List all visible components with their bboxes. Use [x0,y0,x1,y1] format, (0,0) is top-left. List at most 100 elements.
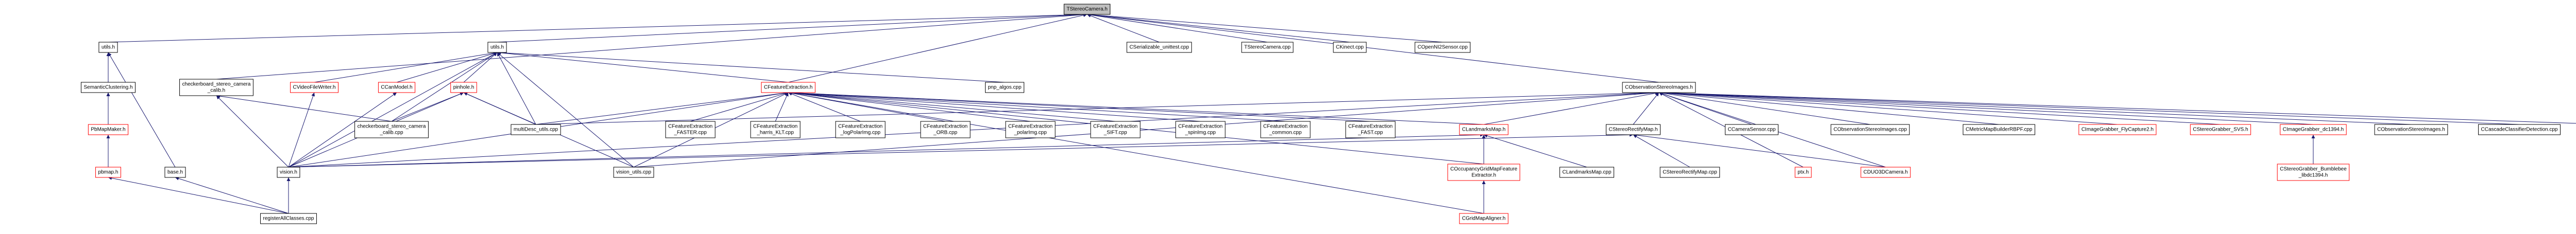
node-box [1260,121,1311,138]
node-label: CFeatureExtraction [923,124,968,130]
node[interactable]: checkerboard_stereo_camera_calib.h [179,79,253,96]
node-label: CMetricMapBuilderRBPF.cpp [1965,127,2032,133]
node[interactable]: CGridMapAligner.h [1459,213,1509,224]
node[interactable]: checkerboard_stereo_camera_calib.cpp [354,121,429,138]
node[interactable]: registerAllClasses.cpp [260,213,317,224]
node[interactable]: CStereoGrabber_Bumblebee_libdc1394.h [2277,164,2350,181]
node[interactable]: CObservationStereoImages.h [2374,124,2448,135]
node[interactable]: CFeatureExtraction_common.cpp [1260,121,1311,138]
node[interactable]: CLandmarksMap.h [1459,124,1509,135]
node[interactable]: CObservationStereoImages.cpp [1831,124,1910,135]
node-label: CFeatureExtraction [1093,124,1138,130]
node-label: CDUO3DCamera.h [1863,170,1908,175]
edge [288,92,315,168]
edge [1087,13,1268,43]
node[interactable]: SemanticClustering.h [80,82,136,93]
node[interactable]: TStereoCamera.cpp [1241,42,1294,53]
node[interactable]: pnp_algos.cpp [985,82,1025,93]
edge [1658,91,2118,125]
node[interactable]: vision_utils.cpp [613,167,654,178]
node-box [1090,121,1141,138]
node-label: _polarImg.cpp [1013,130,1047,136]
node-label: TStereoCamera.cpp [1244,45,1291,50]
node[interactable]: CFeatureExtraction_polarImg.cpp [1005,121,1056,138]
node-label: _libdc1394.h [2298,173,2328,178]
edge [396,51,498,83]
node-label: CGridMapAligner.h [1462,216,1505,222]
node[interactable]: CImageGrabber_FlyCapture2.h [2078,124,2157,135]
node[interactable]: pbmap.h [95,167,121,178]
edge [1658,91,2221,125]
node[interactable]: COpenNI2Sensor.cpp [1414,42,1471,53]
node-label: ptx.h [1798,170,1809,175]
edge [216,94,392,122]
edge [391,92,464,122]
node-box [1063,4,1111,15]
node[interactable]: CCameraSensor.cpp [1725,124,1778,135]
node[interactable]: vision.h [277,167,300,178]
edge [1483,91,1659,125]
node[interactable]: CFeatureExtraction_spinImg.cpp [1175,121,1226,138]
edge [1087,14,1160,43]
node[interactable]: pinhole.h [450,82,477,93]
node-box [1345,121,1396,138]
edge [497,52,536,125]
node[interactable]: CFeatureExtraction.h [761,82,816,93]
node-label: pbmap.h [98,170,118,175]
node-label: CVideoFileWriter.h [293,85,336,91]
node[interactable]: CImageGrabber_dc1394.h [2280,124,2347,135]
node-box [290,82,338,93]
node[interactable]: utils.h [487,42,507,53]
node-box [1459,124,1509,135]
node[interactable]: CStereoRectifyMap.cpp [1659,167,1720,178]
edge [1633,133,1886,168]
node[interactable]: CFeatureExtraction_harris_KLT.cpp [750,121,801,138]
node[interactable]: CFeatureExtraction_ORB.cpp [920,121,971,138]
node-label: CStereoRectifyMap.cpp [1663,170,1717,175]
node[interactable]: multiDesc_utils.cpp [511,124,561,135]
node[interactable]: CObservationStereoImages.h [1622,82,1696,93]
node-label: multiDesc_utils.cpp [514,127,558,133]
node[interactable]: base.h [164,167,186,178]
node[interactable]: CStereoGrabber_SVS.h [2190,124,2251,135]
node-box [761,82,816,93]
node[interactable]: CSerializable_unittest.cpp [1126,42,1192,53]
node-box [1447,164,1520,181]
node[interactable]: CCanModel.h [378,82,416,93]
edge [690,92,789,122]
node-label: _harris_KLT.cpp [756,130,794,136]
node[interactable]: CFeatureExtraction_logPolarImg.cpp [835,121,886,138]
node-box [1962,124,2036,135]
node-box [179,79,253,96]
node-box [1659,167,1720,178]
node[interactable]: CKinect.cpp [1333,42,1367,53]
node-box [920,121,971,138]
node[interactable]: utils.h [98,42,118,53]
node[interactable]: PbMapMaker.h [88,124,129,135]
edge [288,52,498,168]
edge [1483,134,1587,168]
node-label: _common.cpp [1269,130,1302,136]
node[interactable]: TStereoCamera.h [1063,4,1111,15]
node[interactable]: CLandmarksMap.cpp [1559,167,1615,178]
node[interactable]: CMetricMapBuilderRBPF.cpp [1962,124,2036,135]
node-label: CFeatureExtraction [838,124,883,130]
edge [1087,13,1659,83]
node[interactable]: CVideoFileWriter.h [290,82,338,93]
node[interactable]: CDUO3DCamera.h [1860,167,1911,178]
node[interactable]: CFeatureExtraction_FASTER.cpp [665,121,716,138]
node[interactable]: ptx.h [1794,167,1812,178]
node-label: checkerboard_stereo_camera [358,124,426,130]
edge [288,92,397,168]
edge [1658,91,1871,125]
edge [1087,13,1350,43]
node-box [1622,82,1696,93]
node[interactable]: CCascadeClassifierDetection.cpp [2478,124,2561,135]
node[interactable]: CFeatureExtraction_FAST.cpp [1345,121,1396,138]
node[interactable]: CStereoRectifyMap.h [1605,124,1661,135]
edge [288,133,1484,168]
node[interactable]: CFeatureExtraction_SIFT.cpp [1090,121,1141,138]
